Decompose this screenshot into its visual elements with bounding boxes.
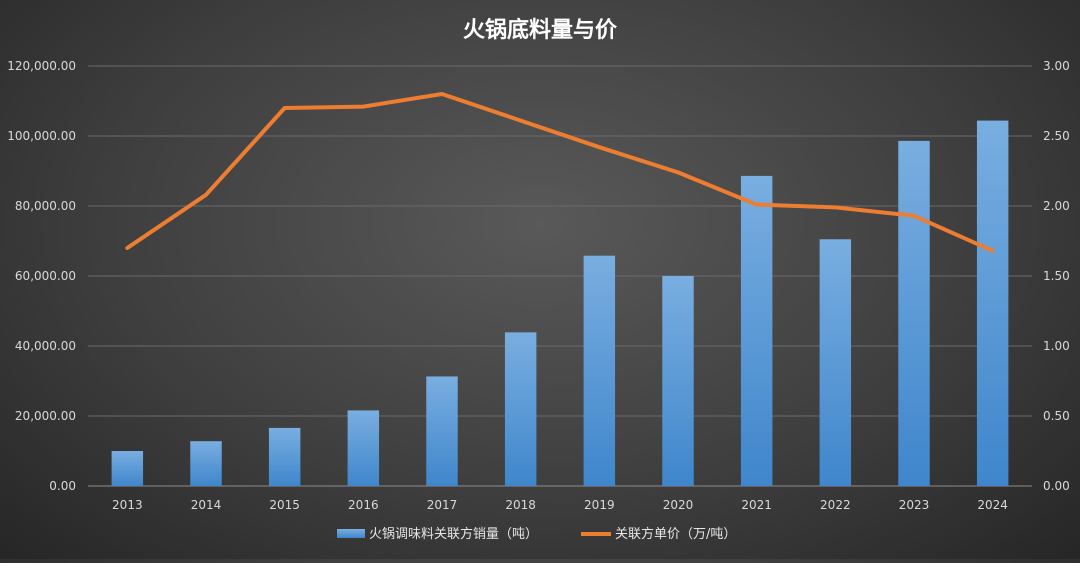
right-tick-label: 1.00 bbox=[1043, 339, 1070, 353]
right-tick-label: 2.50 bbox=[1043, 129, 1070, 143]
line-point bbox=[520, 120, 522, 122]
bar-series bbox=[111, 120, 1009, 486]
x-tick-label: 2021 bbox=[741, 498, 772, 512]
bar bbox=[111, 451, 144, 486]
bar bbox=[583, 255, 616, 486]
bar bbox=[740, 175, 773, 486]
line-point bbox=[913, 215, 915, 217]
grid-lines bbox=[88, 65, 1032, 487]
line-point bbox=[126, 247, 128, 249]
right-tick-label: 0.50 bbox=[1043, 409, 1070, 423]
right-tick-label: 2.00 bbox=[1043, 199, 1070, 213]
line-series bbox=[125, 92, 995, 253]
bar bbox=[426, 376, 458, 486]
bar bbox=[976, 120, 1009, 486]
left-tick-label: 0.00 bbox=[49, 479, 76, 493]
right-tick-label: 1.50 bbox=[1043, 269, 1070, 283]
left-tick-label: 60,000.00 bbox=[15, 269, 76, 283]
legend-label-bar: 火锅调味料关联方销量（吨） bbox=[369, 526, 538, 542]
line-point bbox=[598, 146, 600, 148]
line-point bbox=[441, 93, 443, 95]
x-tick-label: 2018 bbox=[505, 498, 536, 512]
bar bbox=[898, 140, 930, 486]
left-tick-label: 40,000.00 bbox=[15, 339, 76, 353]
left-tick-label: 80,000.00 bbox=[15, 199, 76, 213]
left-tick-label: 20,000.00 bbox=[15, 409, 76, 423]
left-tick-label: 120,000.00 bbox=[7, 59, 76, 73]
line-point bbox=[834, 206, 836, 208]
right-axis: 0.00 0.50 1.00 1.50 2.00 2.50 3.00 bbox=[1043, 59, 1070, 493]
bar bbox=[347, 410, 380, 486]
chart-title: 火锅底料量与价 bbox=[463, 17, 618, 43]
x-tick-label: 2023 bbox=[899, 498, 930, 512]
right-tick-label: 0.00 bbox=[1043, 479, 1070, 493]
x-tick-label: 2022 bbox=[820, 498, 851, 512]
x-tick-label: 2016 bbox=[348, 498, 379, 512]
legend-swatch-bar bbox=[337, 529, 365, 538]
x-tick-label: 2024 bbox=[977, 498, 1008, 512]
line-point bbox=[284, 107, 286, 109]
line-point bbox=[205, 194, 207, 196]
x-tick-label: 2017 bbox=[427, 498, 458, 512]
line-point bbox=[756, 204, 758, 206]
line-point bbox=[992, 250, 994, 252]
right-tick-label: 3.00 bbox=[1043, 59, 1070, 73]
x-axis: 2013 2014 2015 2016 2017 2018 2019 2020 2021 2022… bbox=[112, 498, 1008, 512]
x-tick-label: 2014 bbox=[191, 498, 222, 512]
line-point bbox=[677, 171, 679, 173]
price-line bbox=[125, 92, 995, 253]
x-tick-label: 2019 bbox=[584, 498, 615, 512]
legend-label-line: 关联方单价（万/吨） bbox=[615, 526, 736, 542]
x-tick-label: 2020 bbox=[663, 498, 694, 512]
left-tick-label: 100,000.00 bbox=[7, 129, 76, 143]
bar bbox=[190, 441, 222, 486]
line-point bbox=[362, 106, 364, 108]
bar bbox=[268, 427, 301, 486]
x-tick-label: 2013 bbox=[112, 498, 143, 512]
bar bbox=[819, 239, 852, 486]
legend: 火锅调味料关联方销量（吨） 关联方单价（万/吨） bbox=[337, 526, 736, 542]
left-axis: 0.00 20,000.00 40,000.00 60,000.00 80,000.00… bbox=[7, 59, 76, 493]
x-tick-label: 2015 bbox=[269, 498, 300, 512]
bar bbox=[662, 276, 694, 486]
bar bbox=[504, 332, 537, 486]
